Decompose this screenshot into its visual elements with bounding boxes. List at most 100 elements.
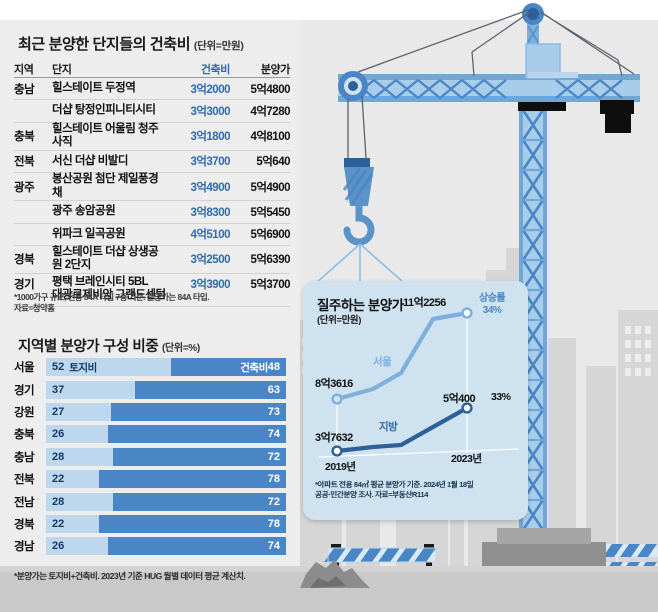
cell-region: 광주: [14, 181, 35, 194]
growth-rate-seoul-label: 상승률 34%: [479, 293, 506, 317]
bar-row: 경북 22 78: [14, 514, 286, 535]
bar-segment-land: 37: [46, 380, 135, 399]
bar-row-label: 전남: [14, 496, 35, 509]
bar-track: 26 74: [46, 425, 286, 444]
line-chart-panel: 질주하는 분양가 (단위=만원) 11억2256 상승률 34% 8억3616 …: [303, 281, 528, 520]
bar-row-label: 경북: [14, 519, 35, 532]
table-row: 경기 평택 브레인시티 5BL 대광로제비앙 그랜드센텀 3억3900 5억37…: [14, 274, 291, 307]
bar-value-build: 78: [267, 473, 280, 486]
bar-row-label: 강원: [14, 407, 35, 420]
bar-segment-build: 건축비 48: [170, 358, 286, 377]
bar-segment-build: 72: [113, 492, 286, 511]
cell-price: 4억8100: [250, 131, 290, 144]
bar-segment-build: 72: [113, 447, 286, 466]
bar-row: 충북 26 74: [14, 424, 286, 445]
table-title: 최근 분양한 단지들의 건축비 (단위=만원): [18, 33, 244, 54]
bar-track: 26 74: [46, 537, 286, 556]
bar-track: 22 78: [46, 515, 286, 534]
top-white-strip: [0, 0, 658, 20]
cell-price: 5억6900: [250, 229, 290, 242]
bar-value-build: 48: [267, 361, 280, 374]
cell-price: 5억6390: [250, 254, 290, 267]
table-row: 충북 힐스테이트 어울림 청주사직 3억1800 4억8100: [14, 122, 291, 151]
cell-complex: 힐스테이트 어울림 청주사직: [52, 122, 159, 149]
cell-cost: 4억5100: [190, 229, 230, 242]
bar-value-build: 78: [267, 518, 280, 531]
bar-segment-build: 78: [98, 515, 286, 534]
table-row: 전북 서신 더샵 비발디 3억3700 5억640: [14, 151, 291, 174]
cell-cost: 3억4900: [190, 181, 230, 194]
bar-value-build: 63: [267, 383, 280, 396]
seoul-start-value-label: 8억3616: [315, 378, 353, 390]
cell-price: 5억4800: [250, 83, 290, 96]
rubble-pile-graphic: [300, 560, 370, 588]
bar-row: 서울 52 토지비 건축비 48: [14, 357, 286, 378]
cell-complex: 더샵 탕정인피니티시티: [52, 104, 156, 117]
bar-track: 28 72: [46, 447, 286, 466]
bar-chart-title-unit: (단위=%): [161, 343, 200, 354]
bar-chart-footnote: *분양가는 토지비+건축비. 2023년 기준 HUG 월별 데이터 평균 계산…: [14, 571, 246, 581]
col-header-price: 분양가: [260, 64, 291, 76]
cell-cost: 3억1800: [190, 131, 230, 144]
cell-cost: 3억2000: [190, 83, 230, 96]
price-composition-bar-chart: 서울 52 토지비 건축비 48 경기 37 63: [14, 357, 286, 559]
bar-row-label: 전북: [14, 474, 35, 487]
bar-row: 충남 28 72: [14, 447, 286, 468]
growth-rate-local-value: 33%: [491, 391, 511, 403]
cell-price: 5억4900: [250, 181, 290, 194]
local-start-value-label: 3억7632: [315, 432, 353, 444]
construction-cost-table: 지역 단지 건축비 분양가 충남 힐스테이트 두정역 3억2000 5억4800…: [14, 58, 291, 307]
table-row: 광주 봉산공원 첨단 제일풍경채 3억4900 5억4900: [14, 173, 291, 202]
local-end-value-label: 5억400: [443, 393, 476, 405]
bar-value-land: 37: [52, 383, 65, 396]
bar-value-land: 28: [52, 450, 65, 463]
x-axis-end-label: 2023년: [451, 453, 482, 465]
growth-rate-title: 상승률: [479, 293, 506, 304]
line-chart-unit: (단위=만원): [317, 315, 362, 326]
col-header-complex: 단지: [52, 64, 72, 76]
table-title-text: 최근 분양한 단지들의 건축비: [18, 36, 191, 53]
bar-chart-title: 지역별 분양가 구성 비중 (단위=%): [18, 335, 200, 356]
cell-complex: 위파크 일곡공원: [52, 227, 126, 240]
tower-crane-graphic: [305, 3, 658, 566]
cell-price: 5억3700: [250, 278, 290, 291]
bar-value-build: 73: [267, 406, 280, 419]
bar-legend-land: 토지비: [69, 361, 97, 374]
cell-complex: 힐스테이트 두정역: [52, 81, 136, 94]
bar-row-label: 서울: [14, 362, 35, 375]
bar-track: 52 토지비 건축비 48: [46, 358, 286, 377]
seoul-series-label: 서울: [373, 356, 392, 368]
cell-price: 4억7280: [250, 106, 290, 119]
cell-region: 경기: [14, 278, 35, 291]
bar-track: 22 78: [46, 470, 286, 489]
table-row: 더샵 탕정인피니티시티 3억3000 4억7280: [14, 100, 291, 123]
bar-legend-build: 건축비: [240, 361, 268, 374]
x-axis-start-label: 2019년: [325, 461, 356, 473]
bar-value-build: 72: [267, 495, 280, 508]
cell-region: 충남: [14, 83, 35, 96]
bar-row-label: 충북: [14, 429, 35, 442]
cell-cost: 3억3000: [190, 106, 230, 119]
growth-rate-seoul-value: 34%: [482, 305, 502, 316]
cell-complex: 광주 송암공원: [52, 205, 116, 218]
cell-price: 5억640: [256, 156, 290, 169]
table-title-unit: (단위=만원): [193, 40, 244, 52]
bar-segment-build: 63: [134, 380, 286, 399]
bar-row-label: 경남: [14, 541, 35, 554]
bar-row: 전남 28 72: [14, 491, 286, 512]
bar-track: 28 72: [46, 492, 286, 511]
bar-track: 27 73: [46, 403, 286, 422]
bar-track: 37 63: [46, 380, 286, 399]
bar-value-land: 22: [52, 473, 65, 486]
bar-segment-build: 73: [110, 403, 286, 422]
seoul-end-value-label: 11억2256: [403, 297, 446, 309]
bar-row: 강원 27 73: [14, 402, 286, 423]
table-row: 경북 힐스테이트 더샵 상생공원 2단지 3억2500 5억6390: [14, 246, 291, 274]
cell-region: 전북: [14, 156, 35, 169]
bar-segment-land: 26: [46, 425, 109, 444]
col-header-cost: 건축비: [200, 64, 231, 76]
bar-row: 경기 37 63: [14, 379, 286, 400]
bar-segment-land: 22: [46, 470, 99, 489]
cell-price: 5억5450: [250, 206, 290, 219]
